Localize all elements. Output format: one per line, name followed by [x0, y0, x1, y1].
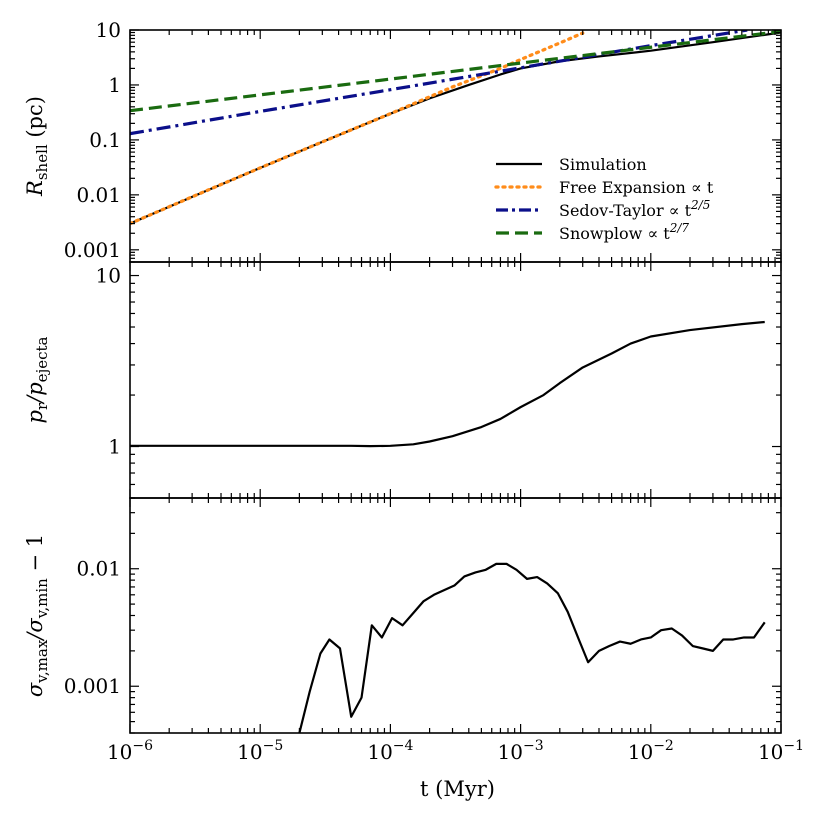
x-tick-base: 10 [498, 740, 523, 764]
ticks [129, 29, 782, 263]
y-title-mid: /σ [23, 618, 47, 642]
series-line-snowplow [130, 30, 781, 113]
series-line-free-expansion [130, 31, 585, 226]
x-tick-label: 10−4 [367, 738, 413, 764]
x-tick-label: 10−2 [628, 738, 674, 764]
plot-frame [129, 497, 782, 734]
legend-label: Sedov-Taylor ∝ t2/5 [559, 198, 710, 220]
y-title-tail: − 1 [23, 534, 47, 578]
legend-label-text: Simulation [559, 155, 647, 174]
x-tick-exponent: −3 [523, 738, 544, 754]
ticks [129, 497, 782, 734]
y-tick-label: 1 [108, 73, 121, 97]
ticks [129, 262, 782, 499]
y-tick-label-text: 0.001 [64, 674, 121, 698]
y-title-sub2: ejecta [33, 336, 51, 382]
x-tick-exponent: −6 [132, 738, 153, 754]
series-line-simulation [298, 562, 766, 733]
y-axis-title: pr/pejecta [23, 336, 51, 423]
legend-label-exponent: 2/7 [669, 221, 690, 235]
x-tick-label: 10−5 [237, 738, 283, 764]
plot-frame [129, 261, 782, 499]
series-group [130, 320, 765, 448]
y-tick-label-text: 10 [96, 18, 121, 42]
y-tick-label: 0.001 [64, 674, 121, 698]
y-tick-label-text: 10 [96, 264, 121, 288]
series-group [298, 562, 766, 733]
series-line-simulation [130, 320, 765, 448]
legend-label: Free Expansion ∝ t [559, 178, 714, 197]
x-tick-label: 10−1 [758, 738, 804, 764]
y-tick-label-text: 1 [108, 73, 121, 97]
x-tick-exponent: −4 [393, 738, 414, 754]
y-title-main: σ [23, 682, 47, 697]
y-title-sub: r [33, 402, 51, 410]
x-axis-title-text: t (Myr) [420, 777, 495, 801]
y-tick-label: 0.1 [89, 128, 121, 152]
y-tick-label: 10 [96, 264, 121, 288]
y-tick-label-text: 0.001 [64, 238, 121, 262]
x-tick-exponent: −5 [263, 738, 284, 754]
y-axis-title: σv,max/σv,min − 1 [23, 534, 51, 697]
y-tick-label: 0.01 [76, 183, 121, 207]
x-tick-exponent: −1 [783, 738, 804, 754]
x-tick-base: 10 [107, 740, 132, 764]
y-title-main: p [23, 410, 47, 423]
legend-label-text: Free Expansion ∝ t [559, 178, 714, 197]
y-tick-label: 10 [96, 18, 121, 42]
y-title-main: R [23, 180, 47, 197]
legend-label-text: Sedov-Taylor ∝ t [559, 201, 692, 220]
panel-momentum-ratio: 1 10 pr/pejecta [23, 261, 782, 499]
x-tick-base: 10 [367, 740, 392, 764]
y-title-sub2: v,min [33, 578, 51, 619]
y-tick-label-text: 0.1 [89, 128, 121, 152]
legend-label-text: Snowplow ∝ t [559, 224, 670, 243]
x-tick-label: 10−6 [107, 738, 153, 764]
legend-label: Snowplow ∝ t2/7 [559, 221, 689, 243]
y-tick-label-text: 1 [108, 435, 121, 459]
y-tick-label: 1 [108, 435, 121, 459]
x-tick-base: 10 [237, 740, 262, 764]
x-tick-base: 10 [758, 740, 783, 764]
y-tick-label: 0.001 [64, 238, 121, 262]
y-title-sub: shell [33, 144, 51, 180]
y-tick-label-text: 0.01 [76, 557, 121, 581]
x-tick-label: 10−3 [498, 738, 544, 764]
x-tick-exponent: −2 [653, 738, 674, 754]
x-tick-base: 10 [628, 740, 653, 764]
series-group [130, 30, 781, 226]
y-title-unit: (pc) [23, 96, 47, 144]
panel-shell-radius: 0.001 0.01 0.1 1 10 Rshell (pc) Simulation Free… [23, 18, 782, 263]
y-title-mid: /p [23, 382, 47, 405]
series-line-sedov-taylor [130, 30, 748, 136]
x-axis-title: t (Myr) [420, 777, 495, 801]
y-tick-label-text: 0.01 [76, 183, 121, 207]
legend-label: Simulation [559, 155, 647, 174]
y-axis-title: Rshell (pc) [23, 96, 51, 197]
y-tick-label: 0.01 [76, 557, 121, 581]
legend-label-exponent: 2/5 [690, 198, 710, 212]
y-title-sub: v,max [33, 639, 51, 684]
